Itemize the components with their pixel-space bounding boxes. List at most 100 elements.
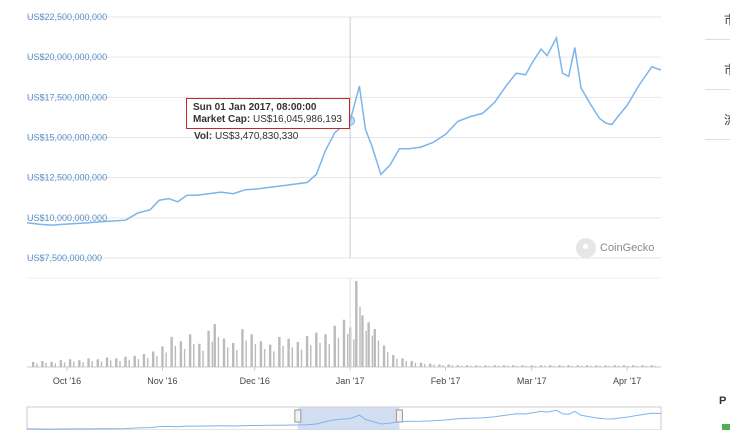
- volume-bar: [337, 338, 340, 367]
- tooltip-market-cap-value: US$16,045,986,193: [253, 114, 342, 125]
- volume-bar: [502, 365, 506, 367]
- volume-bar: [232, 342, 235, 367]
- y-tick-label: US$12,500,000,000: [27, 173, 107, 183]
- volume-bar: [479, 365, 481, 367]
- volume-bar: [137, 359, 140, 367]
- volume-bar: [530, 365, 533, 367]
- volume-bar: [654, 365, 657, 367]
- volume-bar: [414, 362, 417, 367]
- volume-bar: [213, 324, 216, 367]
- volume-bar: [78, 360, 81, 367]
- tooltip-highlight-box: Sun 01 Jan 2017, 08:00:00 Market Cap: US…: [186, 98, 350, 129]
- volume-bar: [226, 347, 229, 367]
- volume-bar: [373, 329, 376, 367]
- volume-bar: [562, 365, 564, 367]
- volume-bar: [608, 365, 611, 367]
- volume-bar: [396, 358, 398, 367]
- volume-bar: [282, 345, 284, 367]
- range-navigator[interactable]: [26, 406, 662, 430]
- volume-bar: [617, 365, 620, 367]
- volume-bar: [202, 350, 204, 367]
- volume-bar: [45, 362, 47, 367]
- volume-bar: [451, 365, 454, 367]
- volume-bar: [236, 350, 238, 367]
- volume-bar: [296, 342, 300, 367]
- volume-bar: [571, 365, 574, 367]
- volume-bar: [41, 360, 44, 367]
- volume-bar: [599, 365, 601, 367]
- y-tick-label: US$22,500,000,000: [27, 12, 107, 22]
- volume-bar: [627, 365, 629, 367]
- x-axis-ticks: Oct '16 Nov '16 Dec '16 Jan '17 Feb '17 Mar '…: [53, 367, 641, 386]
- volume-bar: [497, 365, 500, 367]
- side-panel-indicator: [722, 424, 730, 430]
- volume-bar: [124, 356, 127, 367]
- x-tick-label: Dec '16: [240, 376, 270, 386]
- y-tick-label: US$17,500,000,000: [27, 92, 107, 102]
- volume-bar: [367, 322, 370, 367]
- volume-bar: [493, 365, 497, 367]
- volume-bar: [198, 343, 201, 367]
- volume-bar: [553, 365, 555, 367]
- volume-bar: [423, 363, 426, 367]
- volume-bar: [410, 360, 413, 367]
- volume-bar: [447, 364, 450, 367]
- volume-bar: [516, 365, 518, 367]
- volume-bar: [342, 319, 346, 367]
- volume-bar: [484, 365, 487, 367]
- volume-bar: [650, 365, 653, 367]
- tooltip-market-cap: Market Cap: US$16,045,986,193: [193, 114, 345, 126]
- coingecko-logo-icon: [576, 238, 596, 258]
- volume-bar: [161, 346, 164, 367]
- volume-bar: [595, 365, 598, 367]
- volume-bar: [465, 365, 469, 367]
- volume-bar: [310, 345, 312, 367]
- volume-bar: [273, 351, 275, 367]
- volume-bar: [636, 365, 638, 367]
- volume-bar: [50, 361, 53, 367]
- volume-bar: [382, 345, 386, 367]
- side-panel: 市 市 流: [705, 0, 730, 430]
- volume-bar: [392, 354, 395, 367]
- tooltip-volume: Vol: US$3,470,830,330: [186, 131, 350, 143]
- brand-name: CoinGecko: [600, 242, 655, 254]
- tooltip-title: Sun 01 Jan 2017, 08:00:00: [193, 102, 317, 113]
- volume-bar: [567, 365, 570, 367]
- tooltip-market-cap-label: Market Cap:: [193, 114, 251, 125]
- volume-bar: [558, 365, 561, 367]
- volume-bar: [576, 365, 580, 367]
- volume-bar: [183, 348, 186, 367]
- volume-bar: [319, 342, 321, 367]
- volume-bar: [387, 351, 389, 367]
- y-tick-label: US$15,000,000,000: [27, 133, 107, 143]
- volume-bar: [241, 329, 244, 367]
- volume-bar: [87, 358, 90, 367]
- side-panel-bottom-label: P: [719, 395, 727, 407]
- volume-bar: [585, 365, 589, 367]
- volume-bar: [193, 344, 195, 367]
- tooltip-vol-label: Vol:: [194, 131, 213, 142]
- volume-bar: [353, 339, 355, 367]
- volume-bar: [405, 360, 407, 367]
- data-tooltip: Sun 01 Jan 2017, 08:00:00 Market Cap: US…: [186, 98, 350, 143]
- volume-bar: [580, 365, 583, 367]
- volume-bar: [217, 336, 220, 367]
- volume-bar: [549, 365, 552, 367]
- volume-bar: [470, 365, 472, 367]
- volume-bar: [82, 362, 84, 367]
- volume-bar: [539, 365, 543, 367]
- volume-bar: [355, 281, 358, 367]
- volume-bar: [91, 360, 93, 367]
- tooltip-vol-value: US$3,470,830,330: [214, 131, 299, 142]
- side-panel-item: 市: [705, 0, 730, 40]
- volume-bar: [534, 365, 537, 367]
- volume-bar: [133, 355, 136, 367]
- volume-bar: [333, 325, 336, 367]
- volume-bar: [96, 359, 99, 367]
- volume-bar: [442, 365, 444, 367]
- side-panel-item: 市: [705, 50, 730, 90]
- x-tick-label: Feb '17: [431, 376, 461, 386]
- volume-bar: [315, 332, 318, 367]
- volume-bar: [361, 315, 364, 367]
